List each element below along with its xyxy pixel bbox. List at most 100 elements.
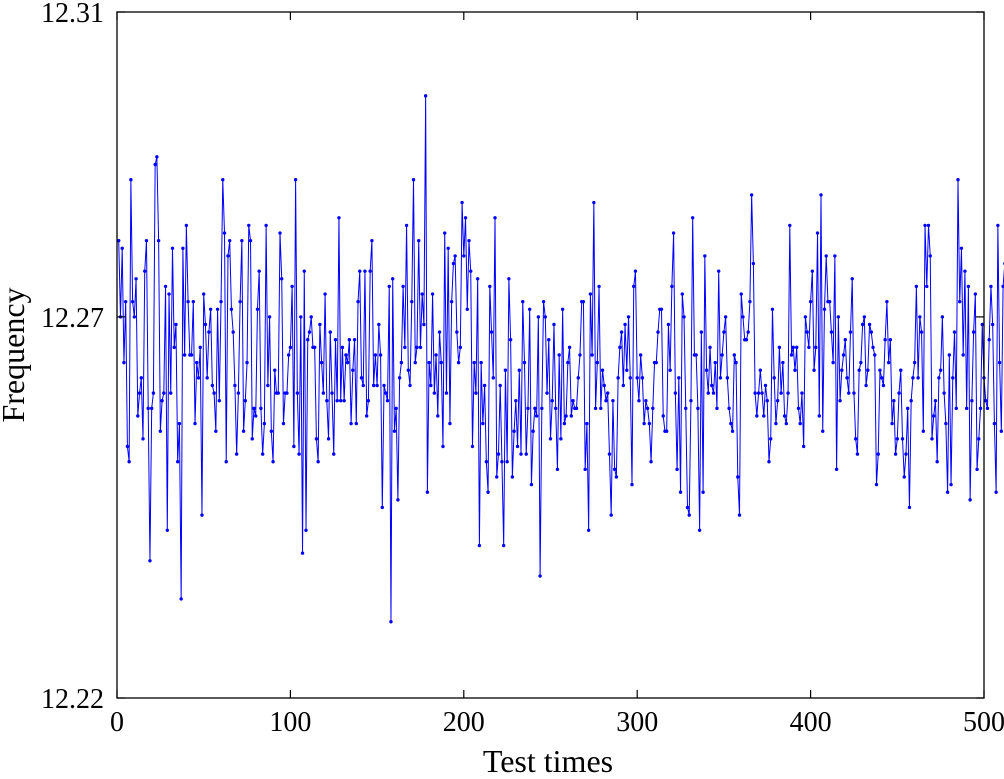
data-point bbox=[238, 299, 242, 304]
data-point bbox=[581, 299, 586, 304]
data-point bbox=[548, 437, 553, 441]
data-point bbox=[467, 238, 471, 243]
data-point bbox=[363, 269, 367, 273]
data-point bbox=[281, 421, 286, 426]
data-point bbox=[569, 414, 574, 418]
data-point bbox=[371, 383, 376, 388]
data-point bbox=[595, 360, 600, 365]
data-point bbox=[306, 338, 310, 342]
data-point bbox=[460, 200, 464, 205]
data-point bbox=[701, 490, 705, 494]
data-point bbox=[469, 269, 473, 273]
data-point bbox=[508, 338, 513, 342]
y-tick-label: 12.27 bbox=[41, 303, 104, 334]
x-tick-label: 200 bbox=[443, 707, 485, 738]
data-point bbox=[394, 406, 398, 411]
data-point bbox=[850, 277, 854, 281]
data-point bbox=[498, 383, 502, 388]
data-point bbox=[139, 376, 143, 380]
data-point bbox=[241, 429, 246, 433]
data-point bbox=[912, 360, 917, 365]
data-point bbox=[821, 429, 825, 433]
data-point bbox=[978, 406, 983, 411]
data-point bbox=[798, 421, 802, 426]
data-point bbox=[831, 360, 835, 365]
data-point bbox=[916, 376, 920, 380]
data-point bbox=[167, 292, 171, 296]
data-point bbox=[340, 345, 345, 350]
data-point bbox=[808, 299, 813, 304]
data-point bbox=[136, 414, 140, 418]
data-point bbox=[337, 216, 341, 220]
data-point bbox=[703, 254, 707, 258]
data-point bbox=[430, 292, 435, 296]
data-point bbox=[597, 284, 601, 289]
data-point bbox=[202, 292, 206, 296]
data-point bbox=[970, 399, 974, 403]
data-point bbox=[890, 421, 894, 426]
data-point bbox=[129, 177, 133, 182]
data-point bbox=[293, 177, 298, 182]
data-point bbox=[640, 376, 645, 380]
data-point bbox=[883, 338, 887, 342]
data-point bbox=[637, 399, 641, 403]
data-point bbox=[149, 406, 154, 411]
data-point bbox=[522, 360, 527, 365]
data-point bbox=[770, 307, 775, 311]
data-point bbox=[900, 437, 905, 441]
data-point bbox=[718, 376, 723, 380]
data-point bbox=[852, 391, 856, 395]
data-point bbox=[358, 269, 362, 273]
data-point bbox=[855, 452, 860, 456]
data-point bbox=[162, 391, 166, 395]
data-point bbox=[661, 414, 665, 418]
series-layer bbox=[117, 94, 1004, 624]
data-point bbox=[486, 490, 490, 494]
data-point bbox=[125, 444, 130, 449]
data-point bbox=[897, 391, 901, 395]
data-point bbox=[526, 406, 530, 411]
data-point bbox=[391, 277, 395, 281]
data-point bbox=[477, 543, 482, 548]
data-point bbox=[789, 353, 794, 357]
data-point bbox=[482, 383, 487, 388]
data-point bbox=[706, 391, 710, 395]
data-point bbox=[907, 505, 912, 510]
data-point bbox=[888, 338, 893, 342]
data-point bbox=[203, 322, 208, 327]
data-point bbox=[415, 345, 419, 350]
data-point bbox=[436, 414, 440, 418]
data-point bbox=[519, 452, 523, 456]
data-point bbox=[829, 330, 834, 334]
data-point bbox=[472, 360, 476, 365]
data-point bbox=[902, 475, 906, 479]
data-point bbox=[564, 414, 568, 418]
data-point bbox=[144, 238, 149, 243]
data-point bbox=[933, 399, 938, 403]
data-point bbox=[867, 322, 872, 327]
data-point bbox=[437, 330, 442, 334]
data-point bbox=[534, 414, 539, 418]
data-point bbox=[325, 399, 329, 403]
data-point bbox=[243, 399, 248, 403]
data-point bbox=[267, 315, 272, 319]
data-point bbox=[365, 414, 369, 418]
data-point bbox=[257, 269, 261, 273]
data-point bbox=[586, 528, 591, 533]
data-point bbox=[385, 399, 390, 403]
data-point bbox=[335, 399, 339, 403]
data-point bbox=[328, 330, 332, 334]
data-point bbox=[370, 238, 374, 243]
data-point bbox=[290, 284, 294, 289]
data-point bbox=[566, 360, 570, 365]
data-point bbox=[455, 330, 459, 334]
data-point bbox=[231, 330, 235, 334]
data-point bbox=[623, 322, 627, 327]
data-point bbox=[493, 216, 497, 220]
data-point bbox=[470, 444, 475, 449]
data-point bbox=[323, 292, 327, 296]
data-point bbox=[926, 223, 931, 228]
data-point bbox=[536, 315, 541, 319]
data-point bbox=[552, 322, 556, 327]
